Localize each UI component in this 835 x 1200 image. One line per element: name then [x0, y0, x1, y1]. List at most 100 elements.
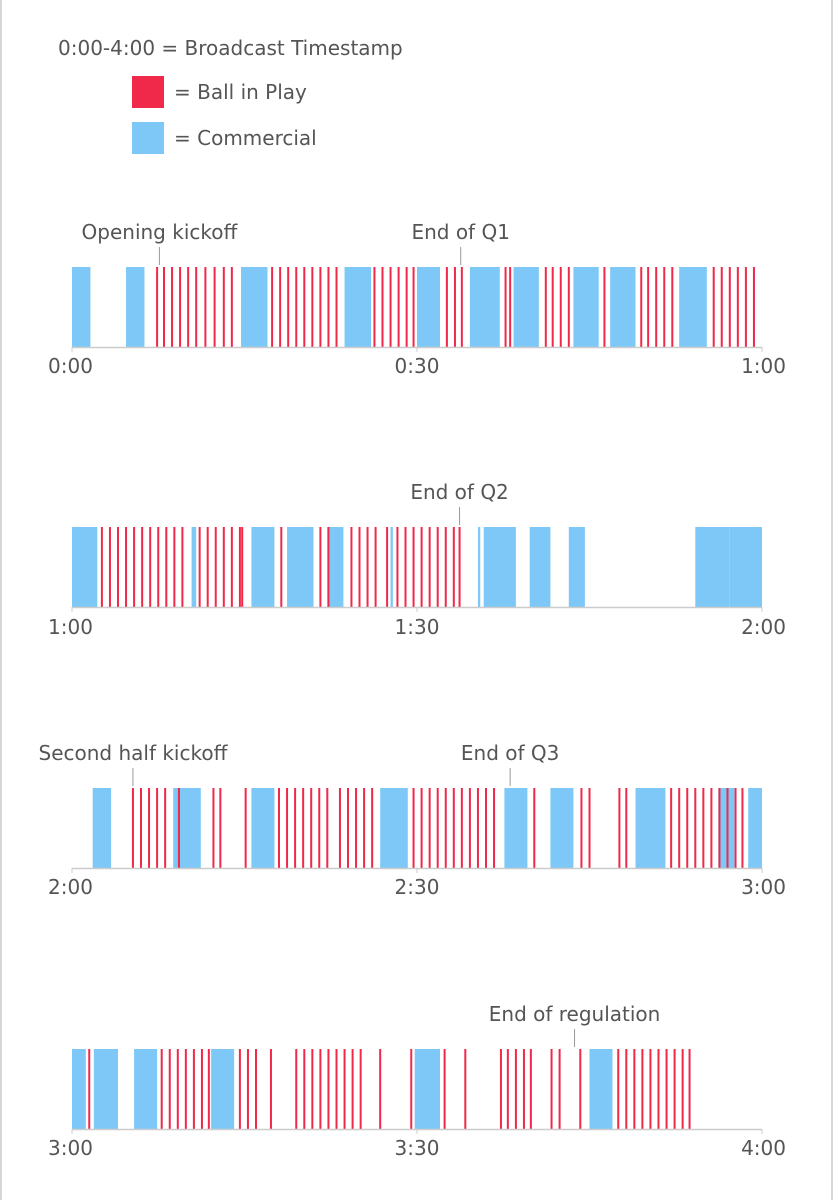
ball-in-play-mark: [379, 1049, 382, 1129]
commercial-block: [718, 788, 735, 868]
ball-in-play-mark: [381, 267, 384, 347]
event-annotation: Opening kickoff: [82, 220, 239, 244]
ball-in-play-mark: [396, 527, 399, 607]
ball-in-play-mark: [148, 788, 151, 868]
ball-in-play-mark: [647, 267, 650, 347]
commercial-block: [72, 267, 91, 347]
tick-label: 4:00: [741, 1136, 786, 1160]
ball-in-play-mark: [295, 267, 298, 347]
commercial-block: [72, 527, 98, 607]
ball-in-play-mark: [100, 527, 103, 607]
ball-in-play-mark: [460, 267, 463, 347]
ball-in-play-mark: [420, 788, 423, 868]
ball-in-play-mark: [295, 1049, 298, 1129]
commercial-swatch: [132, 122, 164, 154]
ball-in-play-mark: [410, 1049, 413, 1129]
ball-in-play-mark: [287, 267, 290, 347]
ball-in-play-mark: [558, 1049, 561, 1129]
ball-in-play-mark: [640, 267, 643, 347]
ball-in-play-mark: [311, 267, 314, 347]
commercial-block: [211, 1049, 235, 1129]
ball-in-play-mark: [533, 788, 536, 868]
ball-in-play-mark: [404, 527, 407, 607]
legend-title: 0:00-4:00 = Broadcast Timestamp: [58, 36, 403, 60]
ball-in-play-mark: [311, 1049, 314, 1129]
tick-label: 1:00: [48, 615, 93, 639]
ball-in-play-mark: [428, 527, 431, 607]
commercial-block: [251, 788, 275, 868]
ball-in-play-mark: [286, 788, 289, 868]
ball-in-play-mark: [108, 527, 111, 607]
ball-in-play-mark: [436, 527, 439, 607]
ball-in-play-mark: [485, 788, 487, 868]
ball-in-play-mark: [493, 788, 496, 868]
ball-in-play-mark: [710, 788, 713, 868]
ball-in-play-mark: [720, 267, 723, 347]
commercial-block: [610, 267, 636, 347]
commercial-block: [529, 527, 551, 607]
commercial-block: [513, 267, 539, 347]
ball-in-play-mark: [476, 788, 479, 868]
legend-item-ball-in-play: = Ball in Play: [132, 76, 307, 108]
commercial-block: [504, 788, 528, 868]
ball-in-play-mark: [350, 527, 353, 607]
commercial-block: [126, 267, 145, 347]
ball-in-play-mark: [468, 788, 471, 868]
ball-in-play-mark: [214, 527, 217, 607]
commercial-block: [573, 267, 599, 347]
ball-in-play-mark: [173, 527, 176, 607]
event-annotation: End of regulation: [489, 1002, 661, 1026]
commercial-block: [93, 1049, 118, 1129]
ball-in-play-mark: [160, 1049, 163, 1129]
tick-label: 2:00: [741, 615, 786, 639]
ball-in-play-mark: [718, 788, 721, 868]
legend-item-commercial: = Commercial: [132, 122, 317, 154]
ball-in-play-mark: [163, 267, 165, 347]
ball-in-play-mark: [140, 788, 142, 868]
ball-in-play-mark: [460, 788, 463, 868]
ball-in-play-mark: [670, 788, 673, 868]
ball-in-play-mark: [412, 527, 415, 607]
ball-in-play-mark: [156, 267, 159, 347]
commercial-block: [483, 527, 516, 607]
ball-in-play-mark: [219, 788, 222, 868]
ball-in-play-mark: [255, 1049, 257, 1129]
commercial-block: [191, 527, 197, 607]
ball-in-play-mark: [176, 1049, 179, 1129]
ball-in-play-mark: [279, 267, 282, 347]
ball-in-play-mark: [458, 527, 461, 607]
ball-in-play-mark: [204, 267, 207, 347]
ball-in-play-mark: [238, 527, 241, 607]
ball-in-play-mark: [133, 527, 136, 607]
commercial-block: [635, 788, 666, 868]
ball-in-play-mark: [633, 1049, 636, 1129]
ball-in-play-mark: [184, 1049, 187, 1129]
commercial-block: [344, 267, 371, 347]
ball-in-play-mark: [117, 527, 119, 607]
ball-in-play-mark: [222, 527, 225, 607]
ball-in-play-mark: [269, 1049, 272, 1129]
ball-in-play-mark: [688, 1049, 691, 1129]
ball-in-play-mark: [681, 1049, 684, 1129]
frame-border-left: [0, 0, 2, 1200]
ball-in-play-mark: [453, 267, 456, 347]
commercial-block: [92, 788, 112, 868]
ball-in-play-mark: [445, 267, 448, 347]
ball-in-play-mark: [222, 267, 225, 347]
ball-in-play-mark: [625, 788, 628, 868]
commercial-block: [72, 1049, 86, 1129]
tick-label: 0:30: [395, 354, 440, 378]
ball-in-play-mark: [88, 1049, 91, 1129]
ball-in-play-mark: [504, 267, 507, 347]
event-annotation: Second half kickoff: [39, 741, 229, 765]
ball-in-play-mark: [744, 267, 747, 347]
commercial-block: [241, 267, 268, 347]
ball-in-play-mark: [355, 788, 358, 868]
commercial-block: [287, 527, 314, 607]
ball-in-play-mark: [358, 527, 361, 607]
ball-in-play-mark: [579, 1049, 582, 1129]
ball-in-play-mark: [728, 267, 731, 347]
ball-in-play-mark: [280, 527, 283, 607]
ball-in-play-mark: [559, 267, 562, 347]
ball-in-play-mark: [522, 1049, 525, 1129]
